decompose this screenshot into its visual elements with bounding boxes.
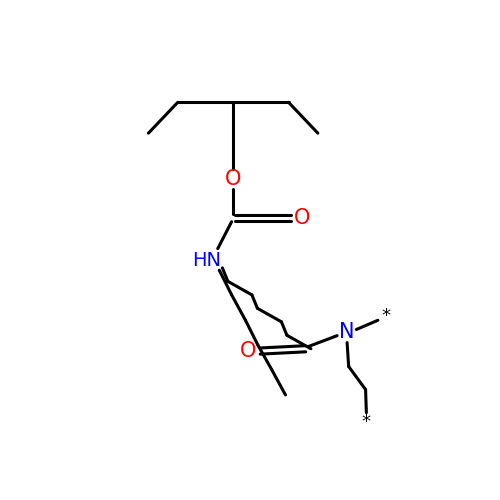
Text: HN: HN: [192, 250, 222, 270]
Text: *: *: [381, 306, 390, 324]
Text: O: O: [294, 208, 310, 228]
Text: N: N: [340, 322, 355, 342]
Text: *: *: [362, 413, 371, 431]
Text: O: O: [225, 170, 242, 190]
Text: O: O: [240, 341, 256, 361]
